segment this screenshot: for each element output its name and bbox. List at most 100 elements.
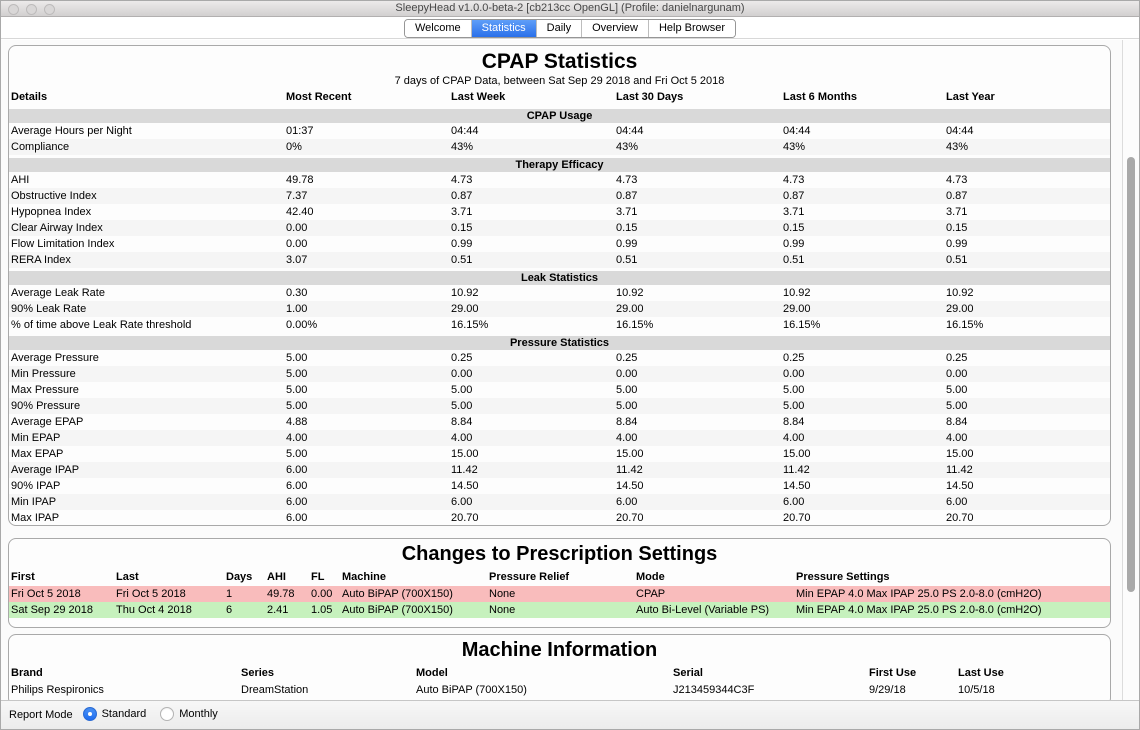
stat-label: Max EPAP [11, 448, 64, 460]
stat-value: 14.50 [946, 480, 974, 492]
stat-value: 4.73 [783, 174, 805, 186]
rx-row: Sat Sep 29 2018 Thu Oct 4 2018 6 2.41 1.05 Au… [9, 602, 1110, 618]
stat-value: 49.78 [286, 174, 314, 186]
section-header-cpap-usage: CPAP Usage [9, 109, 1110, 123]
stat-value: 0.87 [451, 190, 473, 202]
content-area: CPAP Statistics 7 days of CPAP Data, bet… [1, 40, 1139, 700]
stat-value: 6.00 [783, 496, 805, 508]
stat-value: 5.00 [451, 400, 473, 412]
stat-value: 8.84 [451, 416, 473, 428]
stat-label: Max IPAP [11, 512, 60, 524]
stats-column-header: Last Year [946, 91, 995, 103]
stat-value: 43% [783, 141, 806, 153]
stats-column-header: Last 30 Days [616, 91, 684, 103]
rx-column-header: Days [226, 571, 253, 583]
stat-value: 0.00 [451, 368, 473, 380]
close-button[interactable] [8, 4, 19, 15]
stat-value: 15.00 [451, 448, 479, 460]
stat-label: 90% Pressure [11, 400, 81, 412]
tab-help-browser[interactable]: Help Browser [648, 19, 735, 37]
report-mode-option-standard[interactable]: Standard [82, 706, 147, 721]
minimize-button[interactable] [26, 4, 37, 15]
stat-value: 0.30 [286, 287, 308, 299]
stat-value: 29.00 [616, 303, 644, 315]
stat-label: Compliance [11, 141, 70, 153]
stat-value: 6.00 [286, 496, 308, 508]
stats-row: Max EPAP 5.00 15.00 15.00 15.00 15.00 [9, 446, 1110, 462]
stat-value: 5.00 [286, 400, 308, 412]
stat-value: 6.00 [616, 496, 638, 508]
scrollbar-thumb[interactable] [1127, 157, 1135, 592]
stat-value: 4.00 [286, 432, 308, 444]
stat-value: 5.00 [286, 352, 308, 364]
stat-value: 3.71 [616, 206, 638, 218]
stats-column-header: Last Week [451, 91, 506, 103]
stat-value: 3.71 [783, 206, 805, 218]
machine-value: 9/29/18 [869, 684, 906, 696]
stat-value: 11.42 [616, 464, 643, 476]
stat-value: 01:37 [286, 125, 314, 137]
radio-standard-selected[interactable] [82, 706, 97, 721]
rx-value: Min EPAP 4.0 Max IPAP 25.0 PS 2.0-8.0 (c… [796, 604, 1042, 616]
machine-column-header: Model [416, 667, 448, 679]
tab-segmented-control: Welcome Statistics Daily Overview Help Brows… [404, 18, 736, 38]
tab-daily[interactable]: Daily [536, 19, 583, 37]
stat-value: 0.99 [616, 238, 638, 250]
stat-value: 0.15 [451, 222, 473, 234]
stat-value: 5.00 [946, 384, 968, 396]
cpap-statistics-table: Details Most Recent Last Week Last 30 Days L… [9, 89, 1110, 525]
stat-label: 90% IPAP [11, 480, 61, 492]
stat-value: 14.50 [783, 480, 811, 492]
radio-monthly[interactable] [160, 706, 175, 721]
machine-value: J213459344C3F [673, 684, 755, 696]
stats-row: % of time above Leak Rate threshold 0.00%… [9, 317, 1110, 333]
stats-row: 90% Leak Rate 1.00 29.00 29.00 29.00 29.00 [9, 301, 1110, 317]
stat-value: 0.51 [451, 254, 473, 266]
stat-value: 3.07 [286, 254, 308, 266]
stat-value: 8.84 [783, 416, 805, 428]
stat-value: 15.00 [616, 448, 644, 460]
stats-row: 90% Pressure 5.00 5.00 5.00 5.00 5.00 [9, 398, 1110, 414]
report-mode-option-label: Standard [101, 707, 147, 720]
stat-value: 6.00 [946, 496, 968, 508]
rx-value: 0.00 [311, 588, 333, 600]
stat-label: AHI [11, 174, 30, 186]
stat-value: 04:44 [783, 125, 811, 137]
stats-row: Max Pressure 5.00 5.00 5.00 5.00 5.00 [9, 382, 1110, 398]
rx-column-header: First [11, 571, 35, 583]
stat-value: 5.00 [451, 384, 473, 396]
stat-value: 20.70 [783, 512, 811, 524]
stats-row: Min IPAP 6.00 6.00 6.00 6.00 6.00 [9, 494, 1110, 510]
stat-value: 0.00 [286, 222, 308, 234]
report-mode-option-monthly[interactable]: Monthly [160, 706, 218, 721]
maximize-button[interactable] [44, 4, 55, 15]
stats-row: Compliance 0% 43% 43% 43% 43% [9, 139, 1110, 155]
rx-column-header: Mode [636, 571, 665, 583]
stat-label: Average IPAP [11, 464, 80, 476]
stats-column-header: Last 6 Months [783, 91, 857, 103]
stat-value: 10.92 [783, 287, 811, 299]
window-title: SleepyHead v1.0.0-beta-2 [cb213cc OpenGL… [395, 2, 745, 14]
stat-value: 0.99 [451, 238, 473, 250]
rx-header-row: First Last Days AHI FL Machine Pressure Relief… [9, 567, 1110, 586]
tab-statistics[interactable]: Statistics [471, 19, 537, 37]
stat-value: 4.00 [451, 432, 473, 444]
stat-value: 5.00 [286, 368, 308, 380]
stat-label: Average Leak Rate [11, 287, 105, 299]
stat-value: 0.25 [451, 352, 473, 364]
tab-overview[interactable]: Overview [582, 19, 649, 37]
stat-value: 43% [616, 141, 639, 153]
tab-welcome[interactable]: Welcome [405, 19, 472, 37]
stats-row: Obstructive Index 7.37 0.87 0.87 0.87 0.87 [9, 188, 1110, 204]
machine-panel: Machine Information Brand Series Model Seri… [8, 634, 1111, 700]
section-header-therapy-efficacy: Therapy Efficacy [9, 158, 1110, 172]
vertical-scrollbar[interactable] [1122, 40, 1139, 700]
stat-value: 04:44 [616, 125, 644, 137]
stat-value: 0.87 [616, 190, 638, 202]
machine-value: Auto BiPAP (700X150) [416, 684, 527, 696]
stat-value: 29.00 [451, 303, 479, 315]
stat-value: 0.15 [783, 222, 805, 234]
stat-value: 4.00 [946, 432, 968, 444]
stat-label: Min Pressure [11, 368, 76, 380]
stats-row: Hypopnea Index 42.40 3.71 3.71 3.71 3.71 [9, 204, 1110, 220]
